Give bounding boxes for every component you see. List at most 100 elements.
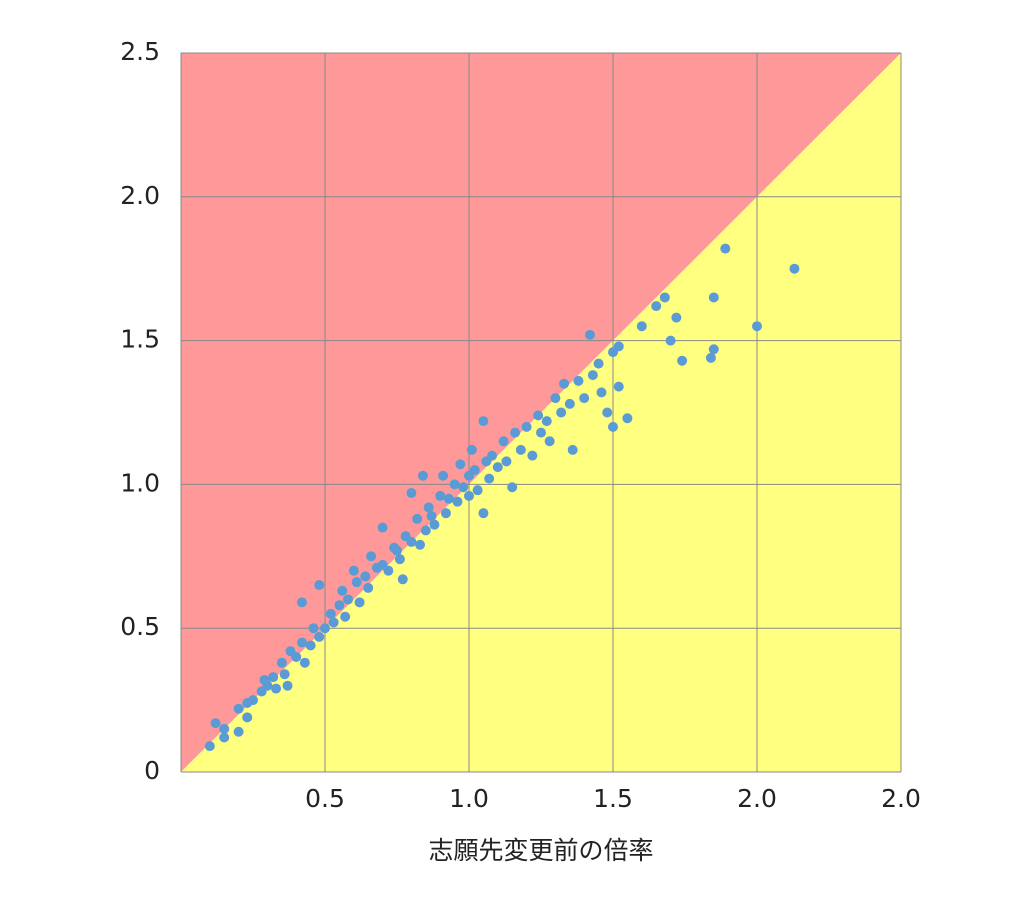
point bbox=[233, 726, 244, 737]
x-tick-label: 0.5 bbox=[305, 784, 345, 813]
point bbox=[406, 536, 417, 547]
point bbox=[466, 444, 477, 455]
x-tick-label: 1.5 bbox=[593, 784, 633, 813]
point bbox=[593, 358, 604, 369]
point bbox=[608, 421, 618, 432]
point bbox=[544, 436, 555, 447]
point bbox=[636, 321, 647, 332]
point bbox=[472, 485, 483, 496]
point bbox=[455, 459, 466, 470]
y-tick-label: 1.0 bbox=[120, 468, 160, 497]
point bbox=[556, 407, 567, 418]
point bbox=[343, 594, 354, 605]
point bbox=[498, 436, 509, 447]
point bbox=[536, 427, 546, 438]
point bbox=[622, 413, 633, 424]
point bbox=[492, 462, 503, 473]
point bbox=[351, 577, 362, 588]
point bbox=[443, 493, 454, 504]
point bbox=[515, 444, 526, 455]
point bbox=[449, 479, 460, 490]
point bbox=[659, 292, 670, 303]
point bbox=[579, 393, 590, 404]
point bbox=[510, 427, 521, 438]
y-tick-label: 0.5 bbox=[120, 612, 160, 641]
point bbox=[360, 571, 371, 582]
y-tick-label: 2.0 bbox=[120, 181, 160, 210]
point bbox=[541, 416, 552, 427]
point bbox=[268, 672, 279, 683]
point bbox=[435, 490, 446, 501]
point bbox=[412, 513, 423, 524]
point bbox=[415, 539, 426, 550]
point bbox=[328, 617, 339, 628]
y-tick-label: 0 bbox=[144, 756, 160, 785]
point bbox=[720, 243, 731, 254]
y-tick-label: 1.5 bbox=[120, 325, 160, 354]
point bbox=[613, 341, 624, 352]
point bbox=[348, 565, 359, 576]
point bbox=[429, 519, 440, 530]
point bbox=[478, 416, 489, 427]
point bbox=[708, 292, 719, 303]
point bbox=[354, 597, 365, 608]
point bbox=[469, 465, 480, 476]
point bbox=[584, 329, 595, 340]
point bbox=[296, 637, 307, 648]
point bbox=[377, 522, 388, 533]
point bbox=[363, 582, 374, 593]
point bbox=[417, 470, 428, 481]
point bbox=[334, 600, 345, 611]
point bbox=[392, 545, 402, 556]
point bbox=[420, 525, 431, 536]
point bbox=[533, 410, 544, 421]
point bbox=[602, 407, 613, 418]
point bbox=[573, 375, 584, 386]
point bbox=[527, 450, 538, 461]
point bbox=[296, 597, 307, 608]
point bbox=[559, 378, 570, 389]
point bbox=[438, 470, 449, 481]
x-tick-label: 2.0 bbox=[881, 784, 921, 813]
point bbox=[665, 335, 676, 346]
point bbox=[406, 488, 417, 499]
point bbox=[397, 574, 408, 585]
point bbox=[219, 732, 230, 743]
point bbox=[789, 263, 800, 274]
point bbox=[325, 608, 336, 619]
point bbox=[478, 508, 489, 519]
point bbox=[484, 473, 495, 484]
point bbox=[564, 398, 575, 409]
point bbox=[340, 611, 351, 622]
point bbox=[219, 723, 230, 734]
point bbox=[651, 301, 662, 312]
point bbox=[423, 502, 434, 513]
point bbox=[248, 695, 258, 706]
point bbox=[204, 741, 215, 752]
point bbox=[383, 565, 394, 576]
point bbox=[366, 551, 377, 562]
point bbox=[752, 321, 762, 332]
point bbox=[550, 393, 561, 404]
point bbox=[210, 718, 221, 729]
point bbox=[276, 657, 287, 668]
point bbox=[282, 680, 293, 691]
point bbox=[501, 456, 512, 467]
point bbox=[452, 496, 463, 507]
point bbox=[299, 657, 310, 668]
point bbox=[671, 312, 682, 323]
point bbox=[271, 683, 282, 694]
point bbox=[279, 669, 290, 680]
point bbox=[458, 482, 469, 493]
point bbox=[314, 631, 325, 642]
point bbox=[708, 344, 719, 355]
point bbox=[308, 623, 319, 634]
point bbox=[242, 712, 253, 723]
point bbox=[567, 444, 578, 455]
point bbox=[521, 421, 532, 432]
point bbox=[394, 554, 405, 565]
point bbox=[320, 623, 330, 634]
point bbox=[233, 703, 244, 714]
x-tick-label: 2.0 bbox=[737, 784, 777, 813]
